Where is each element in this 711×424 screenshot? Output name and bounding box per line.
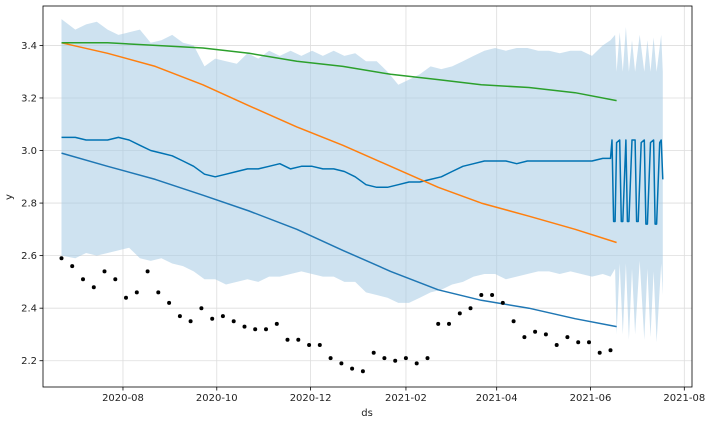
observation-point (253, 327, 258, 332)
observation-point (274, 321, 279, 326)
y-tick-label: 2.4 (21, 304, 37, 315)
y-axis-label: y (4, 194, 15, 200)
observation-point (242, 324, 247, 329)
y-tick-label: 3.4 (21, 41, 37, 52)
y-tick-label: 2.2 (21, 356, 37, 367)
observation-point (479, 293, 484, 297)
observation-point (360, 369, 365, 374)
observation-point (124, 295, 128, 300)
observation-point (264, 327, 268, 332)
orange-line (61, 42, 617, 244)
green-line (61, 42, 617, 102)
x-tick-label: 2021-02 (385, 393, 427, 404)
observation-point (220, 314, 225, 319)
observation-point (576, 340, 581, 345)
observation-point (328, 356, 333, 361)
plot-frame (42, 5, 693, 388)
observation-point (339, 361, 344, 366)
x-tick-label: 2020-12 (290, 393, 332, 404)
x-axis-label: ds (361, 408, 373, 419)
trend-line (61, 152, 617, 328)
observation-point (457, 311, 462, 316)
x-axis-ticks: 2020-08 2020-10 2020-12 2021-02 2021-04 2021-… (102, 387, 705, 404)
observation-point (511, 319, 516, 324)
observation-point (393, 358, 398, 363)
observation-point (371, 350, 376, 355)
series-layer (61, 42, 664, 328)
observation-point (554, 343, 559, 347)
x-tick-label: 2020-08 (102, 393, 144, 404)
observation-point (134, 290, 139, 295)
x-tick-label: 2021-04 (476, 393, 518, 404)
observation-point (533, 329, 538, 334)
observation-point (317, 343, 322, 347)
forecast-line (61, 136, 664, 225)
observation-point (307, 343, 312, 347)
observation-point (177, 314, 182, 319)
y-axis-ticks: 2.2 2.4 2.6 2.8 3.0 3.2 3.4 (21, 41, 43, 367)
observation-point (522, 335, 527, 340)
observation-point (199, 306, 204, 311)
observation-point (296, 337, 301, 342)
observation-point (447, 321, 451, 326)
observation-point (167, 300, 172, 305)
observation-point (468, 306, 473, 311)
observation-point (436, 321, 441, 326)
observation-point (543, 332, 548, 337)
observation-point (113, 277, 118, 282)
observation-point (382, 356, 387, 361)
observation-point (59, 256, 64, 261)
y-tick-label: 2.6 (21, 251, 37, 262)
observations-layer (59, 256, 613, 374)
y-tick-label: 2.8 (21, 199, 37, 210)
observation-point (91, 285, 96, 290)
observation-point (70, 264, 75, 269)
observation-point (231, 319, 236, 324)
observation-point (597, 350, 602, 355)
observation-point (565, 335, 570, 340)
observation-point (285, 337, 290, 342)
x-tick-label: 2020-10 (196, 393, 238, 404)
observation-point (145, 269, 150, 274)
observation-point (403, 356, 408, 361)
x-tick-label: 2021-08 (663, 393, 705, 404)
observation-point (500, 300, 505, 305)
x-tick-label: 2021-06 (570, 393, 612, 404)
observation-point (81, 277, 85, 282)
observation-point (102, 269, 107, 274)
y-tick-label: 3.0 (21, 146, 37, 157)
observation-point (210, 316, 215, 321)
observation-point (156, 290, 161, 295)
observation-point (587, 340, 591, 345)
observation-point (414, 361, 419, 366)
observation-point (350, 366, 355, 371)
y-tick-label: 3.2 (21, 93, 37, 104)
observation-point (188, 319, 193, 324)
uncertainty-band (61, 19, 663, 343)
observation-point (490, 293, 495, 297)
observation-point (425, 356, 430, 361)
uncertainty-band-layer (61, 19, 663, 343)
observation-point (608, 348, 613, 353)
